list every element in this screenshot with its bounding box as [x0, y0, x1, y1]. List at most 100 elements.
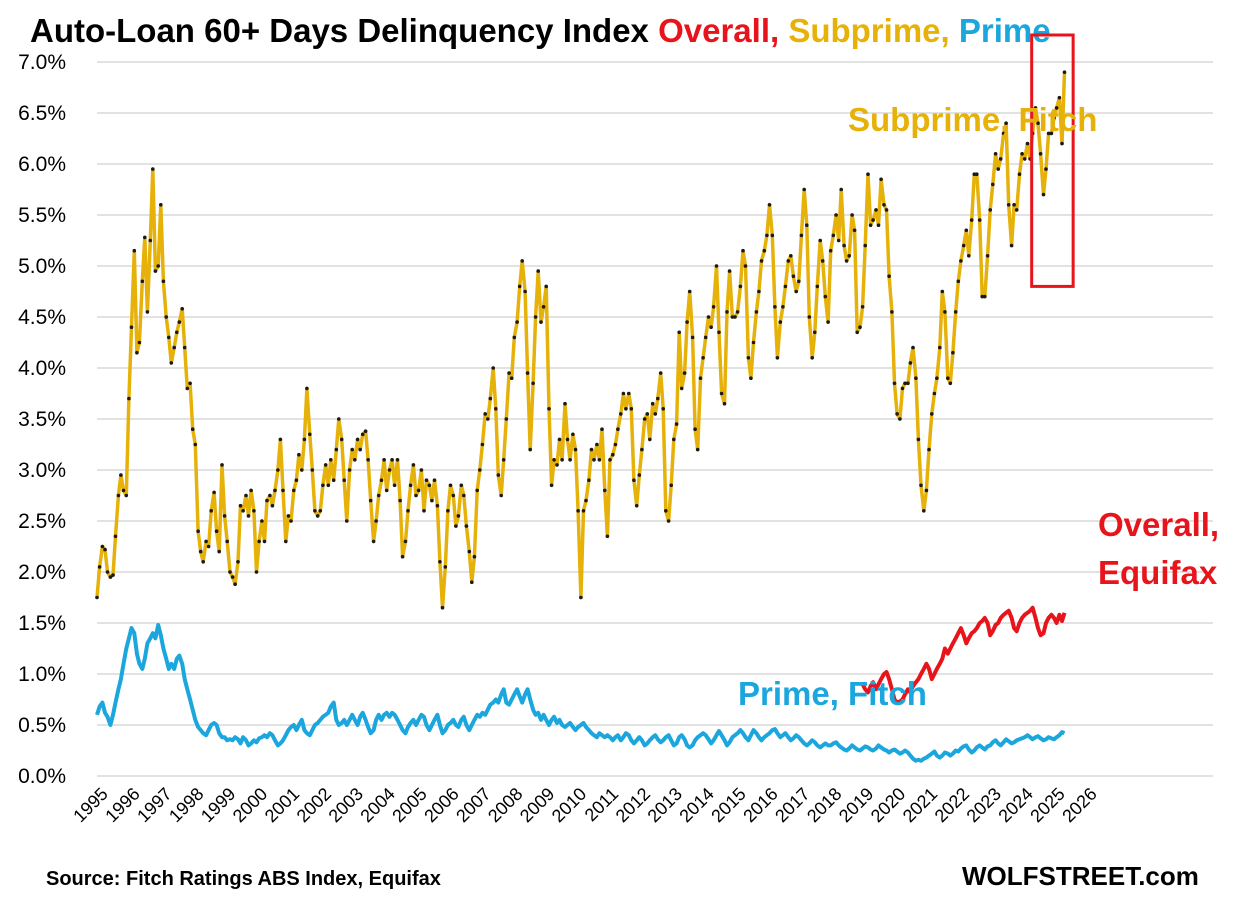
data-point	[161, 279, 166, 284]
data-point	[650, 401, 655, 406]
data-point	[563, 401, 567, 406]
data-point	[124, 493, 129, 498]
x-tick-label: 2013	[644, 784, 686, 826]
data-point	[810, 356, 814, 360]
data-point	[555, 463, 559, 467]
data-point	[735, 310, 740, 314]
data-point	[916, 437, 921, 442]
data-point	[725, 310, 729, 314]
data-point	[416, 488, 421, 493]
data-point	[544, 284, 548, 289]
data-point	[786, 259, 791, 263]
data-point	[222, 514, 227, 518]
x-tick-label: 2005	[388, 784, 430, 826]
data-point	[703, 335, 708, 340]
data-point	[323, 463, 328, 467]
data-point	[573, 447, 578, 452]
data-point	[866, 172, 870, 176]
data-point	[624, 407, 628, 411]
y-tick-label: 6.0%	[18, 153, 66, 176]
data-point	[339, 437, 344, 442]
title-part-main: Auto-Loan 60+ Days Delinquency Index	[30, 12, 658, 49]
data-point	[360, 432, 365, 437]
data-point	[669, 483, 673, 488]
data-point	[924, 488, 929, 493]
data-point	[414, 493, 418, 498]
data-point	[627, 391, 631, 396]
data-point	[159, 203, 163, 207]
y-tick-label: 6.5%	[18, 102, 66, 125]
y-tick-label: 2.5%	[18, 510, 66, 533]
data-point	[121, 488, 126, 493]
data-point	[741, 248, 745, 253]
data-point	[818, 238, 822, 243]
y-tick-label: 3.5%	[18, 408, 66, 431]
data-point	[313, 509, 317, 513]
data-point	[470, 580, 474, 584]
data-point	[1052, 116, 1056, 120]
data-point	[456, 514, 461, 518]
data-point	[103, 547, 107, 552]
data-point	[268, 493, 272, 498]
data-point	[523, 289, 527, 294]
data-point	[310, 468, 315, 472]
series-line-0	[95, 72, 1067, 610]
x-tick-label: 2003	[325, 784, 367, 826]
data-point	[100, 544, 105, 549]
data-point	[427, 483, 432, 488]
data-point	[406, 509, 410, 513]
data-point	[592, 458, 596, 462]
data-point	[198, 549, 203, 554]
data-point	[653, 412, 658, 416]
data-point	[549, 483, 554, 488]
data-point	[797, 279, 801, 284]
data-point	[714, 264, 719, 268]
x-tick-label: 2011	[581, 784, 623, 826]
data-point	[366, 458, 370, 462]
data-point	[464, 524, 469, 528]
data-point	[1038, 152, 1043, 156]
data-point	[451, 493, 456, 498]
x-tick-label: 2006	[420, 784, 462, 826]
data-point	[501, 458, 506, 462]
x-tick-label: 2012	[612, 784, 654, 826]
data-point	[164, 315, 168, 319]
data-point	[358, 447, 363, 452]
data-point	[1012, 203, 1016, 207]
data-point	[789, 254, 793, 258]
data-point	[238, 503, 243, 508]
data-point	[770, 233, 775, 238]
data-point	[525, 371, 530, 375]
data-point	[254, 570, 259, 574]
data-point	[903, 381, 907, 386]
data-point	[882, 203, 886, 207]
data-point	[616, 427, 620, 432]
y-tick-label: 1.5%	[18, 612, 66, 635]
data-point	[919, 483, 923, 488]
data-point	[666, 519, 671, 523]
data-point	[435, 503, 440, 508]
data-point	[985, 254, 990, 258]
data-point	[387, 468, 392, 472]
x-tick-label: 1999	[197, 784, 239, 826]
y-tick-label: 3.0%	[18, 459, 66, 482]
x-tick-label: 2026	[1058, 784, 1100, 826]
data-point	[932, 391, 937, 396]
data-point	[547, 407, 551, 411]
data-point	[180, 307, 184, 311]
data-point	[430, 498, 434, 503]
data-point	[480, 442, 485, 447]
data-point	[169, 361, 174, 365]
data-point	[392, 483, 397, 488]
data-point	[794, 289, 798, 294]
data-point	[746, 356, 751, 360]
y-tick-label: 5.0%	[18, 255, 66, 278]
y-tick-label: 7.0%	[18, 51, 66, 74]
data-point	[220, 463, 224, 467]
data-point	[828, 248, 833, 253]
data-point	[884, 208, 889, 212]
x-tick-label: 2010	[548, 784, 590, 826]
data-point	[156, 264, 160, 268]
data-point	[1022, 157, 1027, 161]
data-point	[778, 320, 783, 324]
